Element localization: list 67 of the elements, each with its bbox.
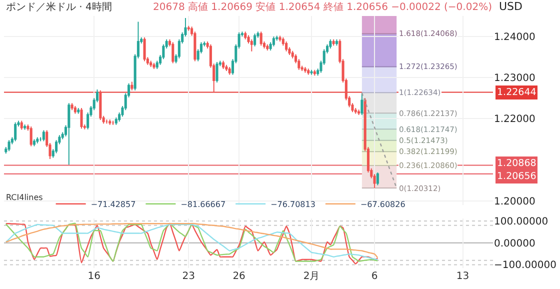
candlestick xyxy=(114,116,118,126)
candlestick xyxy=(77,108,80,114)
y-tick-label: 1.24000 xyxy=(494,32,536,44)
candlestick xyxy=(332,38,335,46)
candlestick xyxy=(99,90,102,120)
x-tick-label: 23 xyxy=(182,270,196,282)
candlestick xyxy=(216,62,218,84)
candlestick xyxy=(266,44,269,52)
candlestick xyxy=(358,109,360,116)
legend-label: −76.70813 xyxy=(270,200,316,210)
x-tick-label: 16 xyxy=(88,270,100,282)
candlestick xyxy=(143,36,146,62)
y-tick-label: 1.22000 xyxy=(494,114,536,126)
ref-line-label: 1.22644 xyxy=(497,87,536,98)
candlestick xyxy=(360,92,364,116)
candlestick xyxy=(260,31,262,46)
candlestick xyxy=(80,108,83,130)
y-tick-label: 0.00000 xyxy=(494,238,536,250)
candlestick xyxy=(335,38,338,46)
candlestick xyxy=(20,120,23,130)
candlestick xyxy=(172,42,174,64)
candlestick xyxy=(108,119,112,126)
candlestick xyxy=(285,40,288,52)
candlestick xyxy=(24,124,26,130)
y-tick-label: −100.00000 xyxy=(494,260,556,272)
candlestick xyxy=(74,105,76,114)
candlestick xyxy=(36,136,39,144)
candlestick xyxy=(14,122,17,142)
candlestick xyxy=(254,33,256,47)
x-tick-label: 6 xyxy=(371,270,378,282)
y-tick-label: 100.00000 xyxy=(494,216,548,228)
candlestick xyxy=(70,102,74,111)
text: USD xyxy=(499,0,523,13)
candlestick xyxy=(304,66,306,74)
legend-label: −67.60826 xyxy=(360,200,406,210)
x-tick-label: 26 xyxy=(232,270,246,282)
candlestick xyxy=(8,140,10,152)
y-tick-label: 1.20000 xyxy=(494,196,536,208)
chart-subtitle: 20678 高値 1.20669 安値 1.20654 終値 1.20656 −0.00022 (−0.02%) xyxy=(153,1,492,13)
candlestick xyxy=(130,81,134,91)
legend-label: −71.42857 xyxy=(90,200,136,210)
candlestick xyxy=(250,38,253,52)
candlestick xyxy=(68,102,70,166)
legend-title: RCI4lines xyxy=(6,192,43,202)
candlestick xyxy=(150,60,152,68)
candlestick xyxy=(152,62,156,70)
candlestick xyxy=(313,69,316,76)
candlestick xyxy=(307,68,310,76)
ref-line-label: 1.20656 xyxy=(497,171,536,182)
ref-line-label: 1.20868 xyxy=(497,158,536,169)
candlestick xyxy=(30,126,32,147)
candlestick xyxy=(228,66,231,76)
candlestick xyxy=(244,31,247,40)
legend-label: −81.66667 xyxy=(180,200,226,210)
candlestick xyxy=(32,138,36,147)
candlestick xyxy=(222,60,225,70)
candlestick xyxy=(278,35,282,42)
x-tick-label: 2月 xyxy=(303,270,320,282)
y-tick-label: 1.23000 xyxy=(494,73,536,84)
candlestick xyxy=(187,25,190,32)
candlestick xyxy=(42,130,45,142)
candlestick xyxy=(310,69,313,76)
x-tick-label: 13 xyxy=(456,270,470,282)
candlestick xyxy=(376,172,379,186)
chart-title: ポンド／米ドル · 4時間 xyxy=(6,1,112,13)
candlestick xyxy=(272,36,275,47)
candlestick xyxy=(225,64,228,72)
